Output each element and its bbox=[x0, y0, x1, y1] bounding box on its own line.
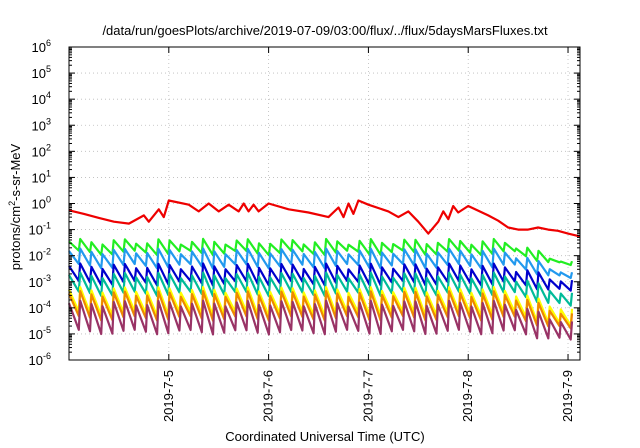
x-tick-label: 2019-7-7 bbox=[360, 370, 375, 422]
y-axis-label: protons/cm2-s-sr-MeV bbox=[7, 143, 23, 270]
y-tick-label: 101 bbox=[32, 168, 51, 185]
chart-title: /data/run/goesPlots/archive/2019-07-09/0… bbox=[102, 23, 548, 38]
y-tick-label: 10-3 bbox=[29, 273, 51, 290]
y-tick-label: 105 bbox=[32, 64, 51, 81]
y-axis-label-superscript: 2 bbox=[7, 201, 17, 206]
x-tick-label: 2019-7-6 bbox=[261, 370, 276, 422]
y-tick-label: 10-2 bbox=[29, 247, 51, 264]
y-tick-label: 103 bbox=[32, 116, 51, 133]
y-tick-label: 100 bbox=[32, 195, 51, 212]
y-tick-label: 106 bbox=[32, 38, 51, 55]
y-axis-label-rest: -s-sr-MeV bbox=[8, 143, 23, 200]
y-axis-ticks: 10-6 10-5 10-4 10-3 10-2 10-1 100 101 102 103 104 1… bbox=[29, 38, 580, 368]
x-tick-label: 2019-7-8 bbox=[460, 370, 475, 422]
y-axis-label-main: protons/cm bbox=[8, 206, 23, 270]
y-tick-label: 104 bbox=[32, 90, 51, 107]
y-tick-label: 10-1 bbox=[29, 221, 51, 238]
y-tick-label: 10-5 bbox=[29, 325, 51, 342]
series-line-1 bbox=[68, 199, 581, 238]
y-tick-label: 102 bbox=[32, 142, 51, 159]
series-lines bbox=[67, 199, 581, 341]
x-axis-ticks: 2019-7-5 2019-7-6 2019-7-7 2019-7-8 2019-7-9 bbox=[161, 47, 575, 422]
x-tick-label: 2019-7-9 bbox=[560, 370, 575, 422]
x-tick-label: 2019-7-5 bbox=[161, 370, 176, 422]
x-axis-label: Coordinated Universal Time (UTC) bbox=[225, 429, 424, 444]
series-line-8 bbox=[67, 299, 574, 341]
y-tick-label: 10-6 bbox=[29, 351, 51, 368]
y-tick-label: 10-4 bbox=[29, 299, 51, 316]
series-line-3 bbox=[68, 247, 574, 280]
